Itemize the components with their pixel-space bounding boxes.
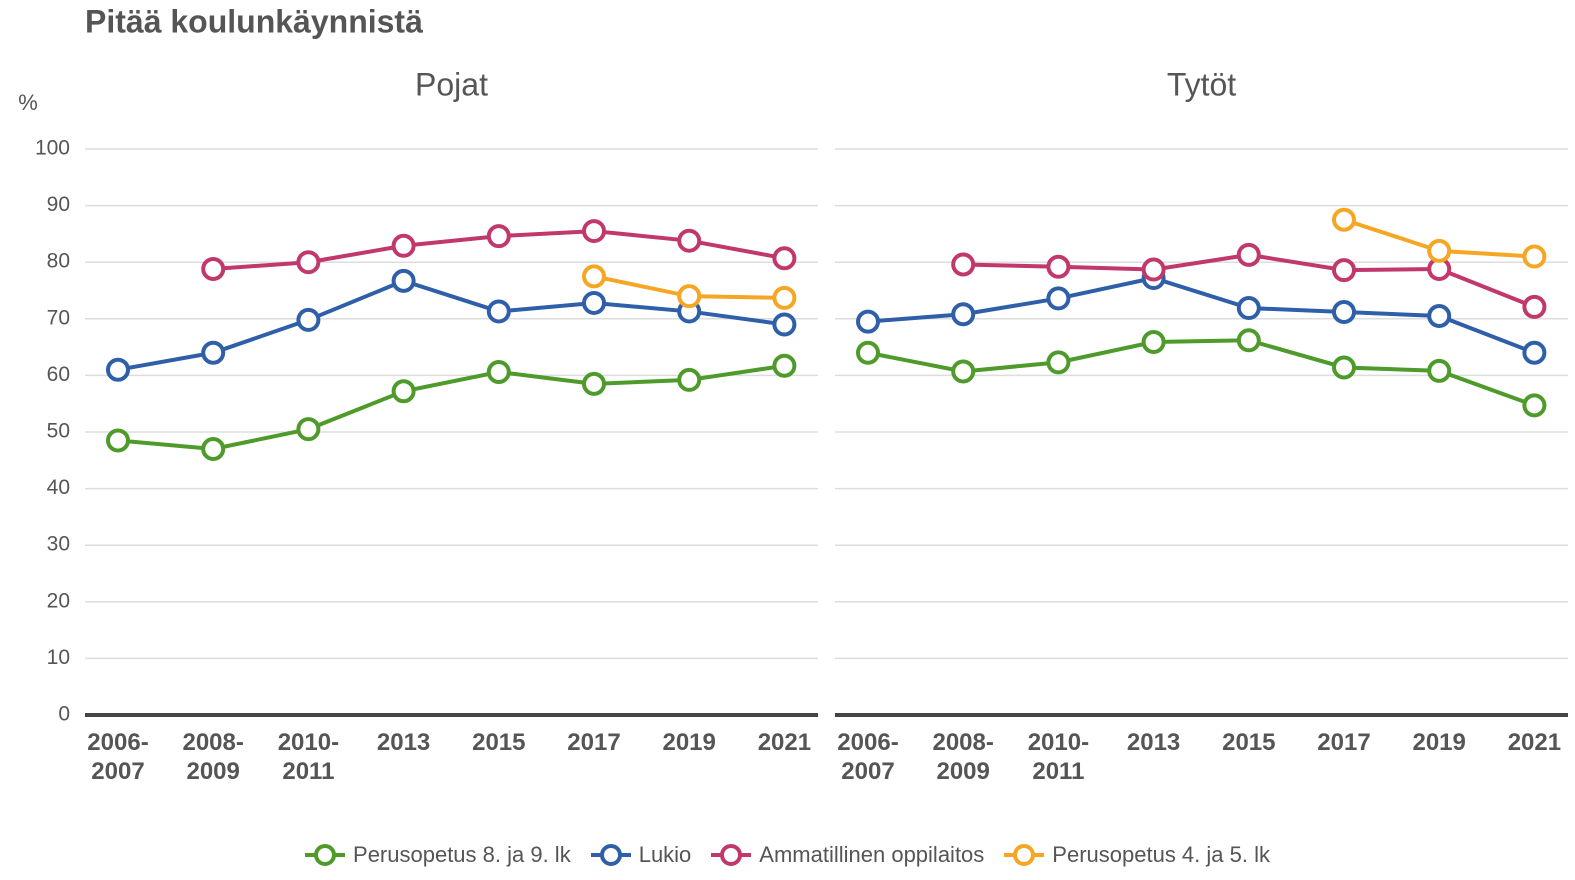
legend-label: Perusopetus 8. ja 9. lk (353, 842, 571, 867)
marker (1332, 300, 1356, 325)
x-tick-label: 2008-2009 (182, 729, 244, 785)
y-tick-label: 80 (47, 250, 70, 273)
panel-title: Pojat (415, 66, 488, 102)
legend-item: Perusopetus 4. ja 5. lk (1004, 842, 1270, 868)
marker (1236, 296, 1261, 321)
marker (1141, 330, 1166, 355)
panel-title: Tytöt (1167, 66, 1236, 102)
y-tick-label: 10 (47, 646, 70, 669)
x-tick-label: 2013 (1126, 729, 1181, 756)
x-tick-label: 2010-2011 (1027, 729, 1090, 785)
marker (1522, 244, 1547, 269)
marker (1046, 286, 1071, 311)
marker (677, 284, 702, 309)
marker (1522, 393, 1547, 418)
marker (486, 299, 511, 324)
marker (1522, 294, 1547, 319)
legend-label: Lukio (638, 842, 692, 867)
marker (201, 436, 226, 461)
marker (772, 353, 797, 378)
x-tick-label: 2017 (1317, 729, 1371, 756)
x-tick-label: 2017 (567, 729, 621, 756)
legend-label: Ammatillinen oppilaitos (759, 842, 985, 867)
y-tick-label: 40 (47, 476, 70, 499)
chart-title: Pitää koulunkäynnistä (85, 3, 423, 39)
x-tick-label: 2006-2007 (87, 729, 149, 785)
marker (582, 219, 606, 244)
marker (772, 285, 797, 310)
y-tick-label: 60 (47, 363, 70, 386)
y-axis-label: % (18, 90, 38, 115)
series-line (117, 278, 785, 372)
y-tick-label: 70 (47, 306, 70, 329)
legend-icon (305, 844, 346, 866)
legend-icon (711, 844, 752, 866)
x-tick-label: 2015 (1222, 729, 1276, 756)
marker (951, 359, 976, 384)
legend-item: Ammatillinen oppilaitos (711, 842, 984, 868)
series-line (867, 275, 1536, 355)
marker (1236, 328, 1261, 353)
y-tick-label: 90 (47, 193, 70, 216)
marker (1427, 303, 1452, 328)
x-tick-label: 2019 (662, 729, 716, 756)
legend-label: Perusopetus 4. ja 5. lk (1052, 842, 1270, 867)
x-tick-label: 2015 (472, 729, 526, 756)
x-tick-label: 2008-2009 (932, 729, 994, 785)
series-line (117, 363, 785, 451)
marker (772, 312, 797, 337)
marker (1046, 254, 1071, 279)
marker (391, 268, 416, 293)
x-tick-label: 2006-2007 (837, 729, 899, 785)
y-tick-label: 30 (47, 533, 70, 556)
marker (296, 307, 321, 332)
marker (106, 428, 130, 453)
y-tick-label: 0 (58, 703, 70, 726)
marker (582, 371, 606, 396)
marker (486, 224, 511, 249)
marker (1427, 238, 1452, 263)
legend-item: Lukio (590, 842, 692, 868)
marker (772, 246, 797, 271)
x-tick-label: 2021 (757, 729, 812, 756)
marker (296, 250, 321, 275)
marker (1427, 358, 1452, 383)
marker (1141, 257, 1166, 282)
legend: Perusopetus 8. ja 9. lk Lukio Ammatillinen… (0, 842, 1575, 868)
marker (951, 302, 976, 327)
x-tick-label: 2013 (376, 729, 431, 756)
marker (1332, 355, 1356, 380)
marker (677, 367, 702, 392)
series-line (867, 338, 1536, 408)
marker (1522, 340, 1547, 365)
marker (201, 256, 226, 281)
marker (1046, 350, 1071, 375)
x-tick-label: 2021 (1507, 729, 1562, 756)
x-tick-label: 2019 (1412, 729, 1466, 756)
marker (201, 340, 226, 365)
marker (582, 264, 606, 289)
marker (391, 379, 416, 404)
y-tick-label: 100 (35, 137, 70, 160)
marker (951, 252, 976, 277)
marker (1332, 258, 1356, 283)
marker (582, 290, 606, 315)
y-tick-label: 20 (47, 589, 70, 612)
marker (1236, 242, 1261, 267)
marker (486, 360, 511, 385)
marker (106, 357, 130, 382)
legend-icon (1004, 844, 1045, 866)
marker (296, 417, 321, 442)
marker (391, 233, 416, 258)
legend-icon (590, 844, 631, 866)
y-tick-label: 50 (47, 420, 70, 443)
marker (856, 340, 880, 365)
marker (1332, 207, 1356, 232)
x-tick-label: 2010-2011 (277, 729, 340, 785)
legend-item: Perusopetus 8. ja 9. lk (305, 842, 571, 868)
marker (677, 228, 702, 253)
marker (856, 309, 880, 334)
